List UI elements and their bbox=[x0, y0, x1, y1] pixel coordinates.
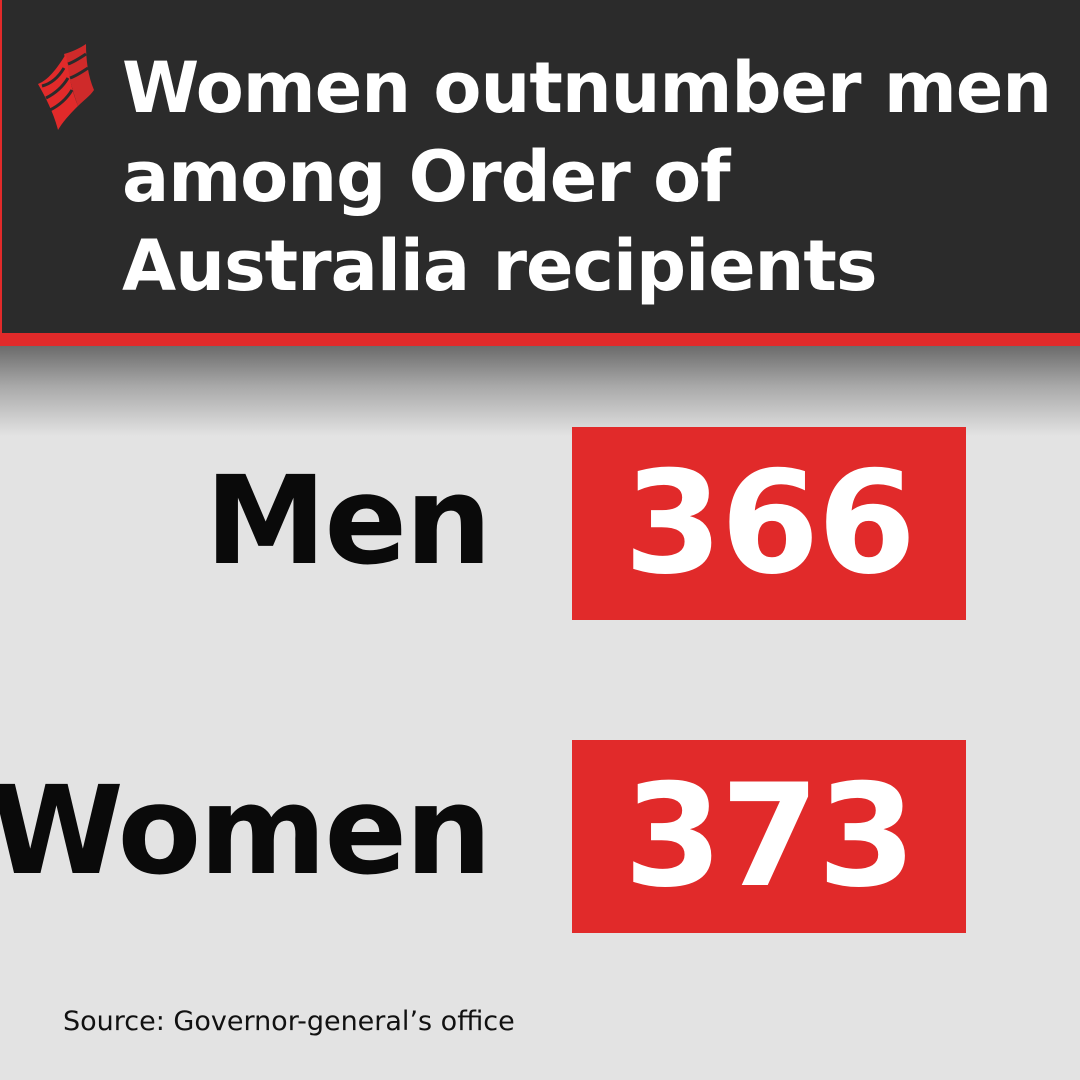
men-count-badge: 366 bbox=[572, 427, 966, 620]
women-label: Women bbox=[0, 760, 492, 902]
page-title: Women outnumber men among Order of Austr… bbox=[122, 47, 1052, 307]
header-divider bbox=[0, 333, 1080, 346]
women-count-badge: 373 bbox=[572, 740, 966, 933]
header-panel: Women outnumber men among Order of Austr… bbox=[0, 0, 1080, 333]
women-count: 373 bbox=[623, 754, 916, 919]
men-label: Men bbox=[204, 450, 492, 592]
sbs-logo-icon bbox=[38, 44, 94, 130]
source-note: Source: Governor-general’s office bbox=[63, 1006, 515, 1037]
header-shadow bbox=[0, 346, 1080, 436]
men-count: 366 bbox=[623, 441, 916, 606]
